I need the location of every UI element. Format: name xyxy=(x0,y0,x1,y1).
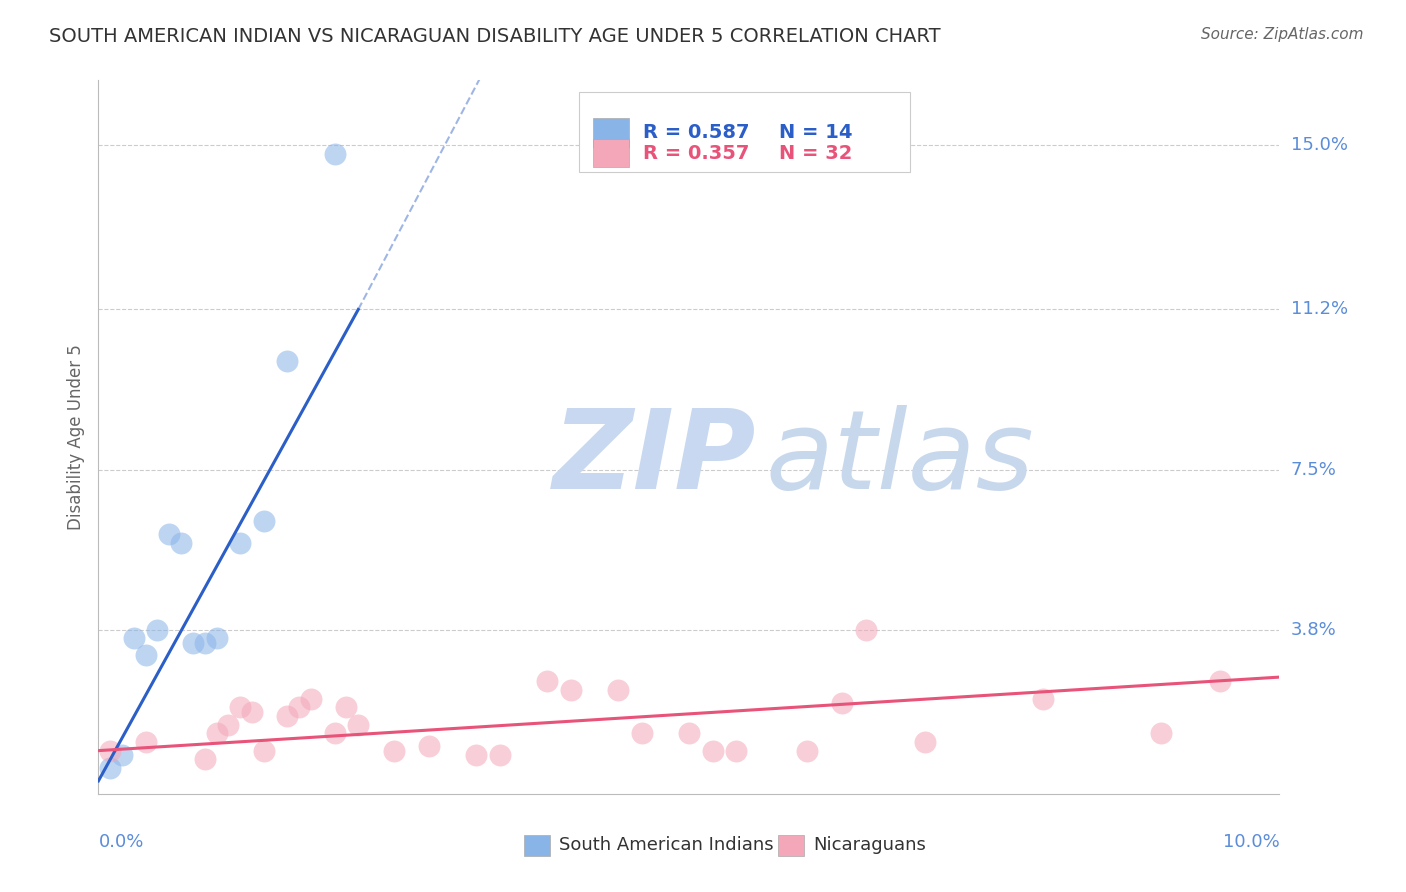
Point xyxy=(630,726,652,740)
Point xyxy=(382,744,405,758)
Bar xyxy=(593,139,628,168)
Text: N = 32: N = 32 xyxy=(779,144,852,162)
Point xyxy=(796,744,818,758)
Point xyxy=(276,709,298,723)
Point xyxy=(276,354,298,368)
Text: 0.0%: 0.0% xyxy=(98,833,143,851)
Text: 10.0%: 10.0% xyxy=(1223,833,1279,851)
Point xyxy=(253,744,276,758)
Point xyxy=(678,726,700,740)
Point xyxy=(205,726,228,740)
Text: atlas: atlas xyxy=(766,405,1035,512)
Text: 7.5%: 7.5% xyxy=(1291,460,1337,478)
Text: SOUTH AMERICAN INDIAN VS NICARAGUAN DISABILITY AGE UNDER 5 CORRELATION CHART: SOUTH AMERICAN INDIAN VS NICARAGUAN DISA… xyxy=(49,27,941,45)
Point xyxy=(702,744,724,758)
Point xyxy=(253,515,276,529)
Text: 15.0%: 15.0% xyxy=(1291,136,1347,154)
Point xyxy=(831,696,853,710)
Point xyxy=(1150,726,1173,740)
Point xyxy=(288,700,311,714)
Point xyxy=(855,623,877,637)
Point xyxy=(122,631,145,645)
Point xyxy=(146,623,169,637)
Text: Source: ZipAtlas.com: Source: ZipAtlas.com xyxy=(1201,27,1364,42)
Text: South American Indians: South American Indians xyxy=(560,837,773,855)
Point xyxy=(229,536,252,550)
Y-axis label: Disability Age Under 5: Disability Age Under 5 xyxy=(66,344,84,530)
Point xyxy=(536,674,558,689)
Point xyxy=(560,683,582,698)
Point xyxy=(465,747,488,762)
Point xyxy=(335,700,357,714)
Point xyxy=(194,635,217,649)
Point xyxy=(98,744,121,758)
Bar xyxy=(778,835,803,856)
Point xyxy=(229,700,252,714)
Point xyxy=(205,631,228,645)
Point xyxy=(347,717,370,731)
Bar xyxy=(523,835,550,856)
Point xyxy=(418,739,440,754)
Point xyxy=(135,735,157,749)
Point xyxy=(299,691,322,706)
Text: 3.8%: 3.8% xyxy=(1291,621,1336,639)
Point xyxy=(111,747,134,762)
Point xyxy=(135,648,157,663)
Point xyxy=(1032,691,1054,706)
Point xyxy=(489,747,512,762)
FancyBboxPatch shape xyxy=(579,93,910,171)
Text: 11.2%: 11.2% xyxy=(1291,301,1348,318)
Point xyxy=(98,761,121,775)
Point xyxy=(323,726,346,740)
Text: Nicaraguans: Nicaraguans xyxy=(813,837,925,855)
Bar xyxy=(593,118,628,146)
Point xyxy=(170,536,193,550)
Point xyxy=(181,635,204,649)
Text: ZIP: ZIP xyxy=(553,405,756,512)
Point xyxy=(607,683,630,698)
Text: R = 0.357: R = 0.357 xyxy=(643,144,749,162)
Text: N = 14: N = 14 xyxy=(779,123,852,142)
Point xyxy=(157,527,180,541)
Point xyxy=(194,752,217,766)
Point xyxy=(914,735,936,749)
Text: R = 0.587: R = 0.587 xyxy=(643,123,749,142)
Point xyxy=(725,744,748,758)
Point xyxy=(240,705,263,719)
Point xyxy=(1209,674,1232,689)
Point xyxy=(323,146,346,161)
Point xyxy=(217,717,239,731)
